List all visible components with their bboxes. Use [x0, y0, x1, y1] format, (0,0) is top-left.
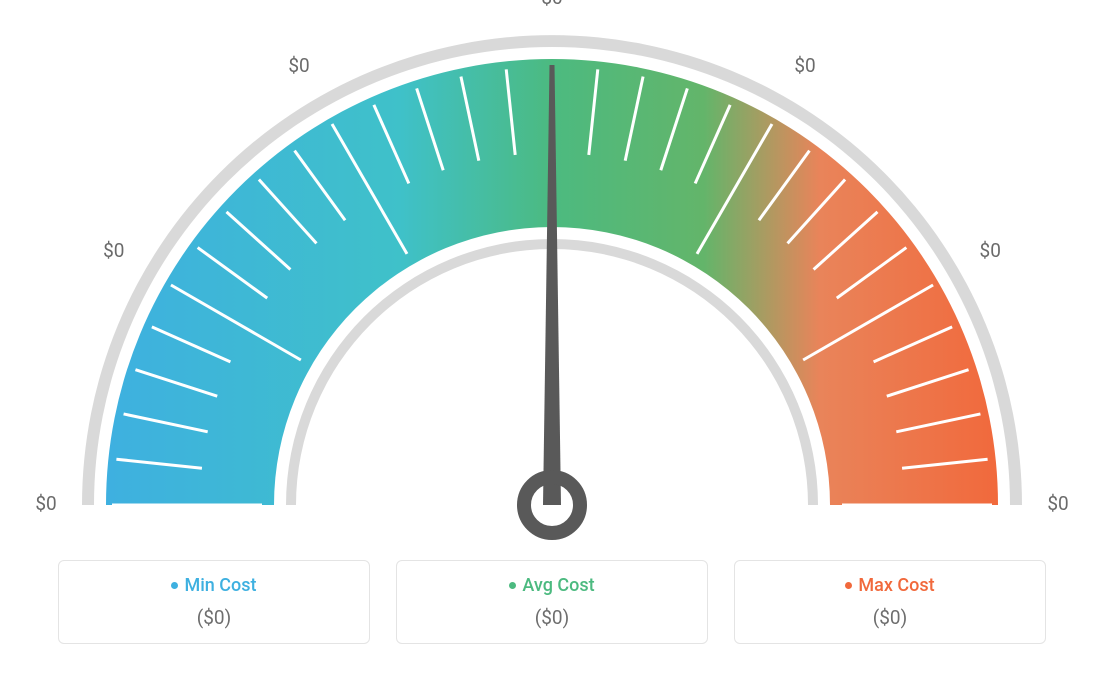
legend-card-max: Max Cost ($0)	[734, 560, 1046, 644]
gauge-tick-label: $0	[35, 492, 56, 515]
legend-title-avg: Avg Cost	[397, 575, 707, 596]
legend-dot-max	[845, 582, 852, 589]
legend-row: Min Cost ($0) Avg Cost ($0) Max Cost ($0…	[0, 560, 1104, 644]
legend-dot-avg	[509, 582, 516, 589]
legend-value-min: ($0)	[59, 606, 369, 629]
legend-card-avg: Avg Cost ($0)	[396, 560, 708, 644]
legend-dot-min	[171, 582, 178, 589]
legend-title-min: Min Cost	[59, 575, 369, 596]
legend-value-avg: ($0)	[397, 606, 707, 629]
gauge-tick-label: $0	[288, 54, 309, 77]
gauge-tick-label: $0	[103, 239, 124, 262]
gauge-tick-label: $0	[1047, 492, 1068, 515]
gauge-tick-label: $0	[541, 0, 562, 9]
gauge-tick-label: $0	[980, 239, 1001, 262]
gauge-svg: $0 $0 $0 $0 $0 $0 $0	[0, 0, 1104, 540]
legend-label-max: Max Cost	[858, 575, 934, 596]
gauge-container: $0 $0 $0 $0 $0 $0 $0	[0, 0, 1104, 540]
legend-label-avg: Avg Cost	[522, 575, 594, 596]
legend-label-min: Min Cost	[184, 575, 256, 596]
legend-title-max: Max Cost	[735, 575, 1045, 596]
legend-card-min: Min Cost ($0)	[58, 560, 370, 644]
gauge-tick-label: $0	[794, 54, 815, 77]
legend-value-max: ($0)	[735, 606, 1045, 629]
